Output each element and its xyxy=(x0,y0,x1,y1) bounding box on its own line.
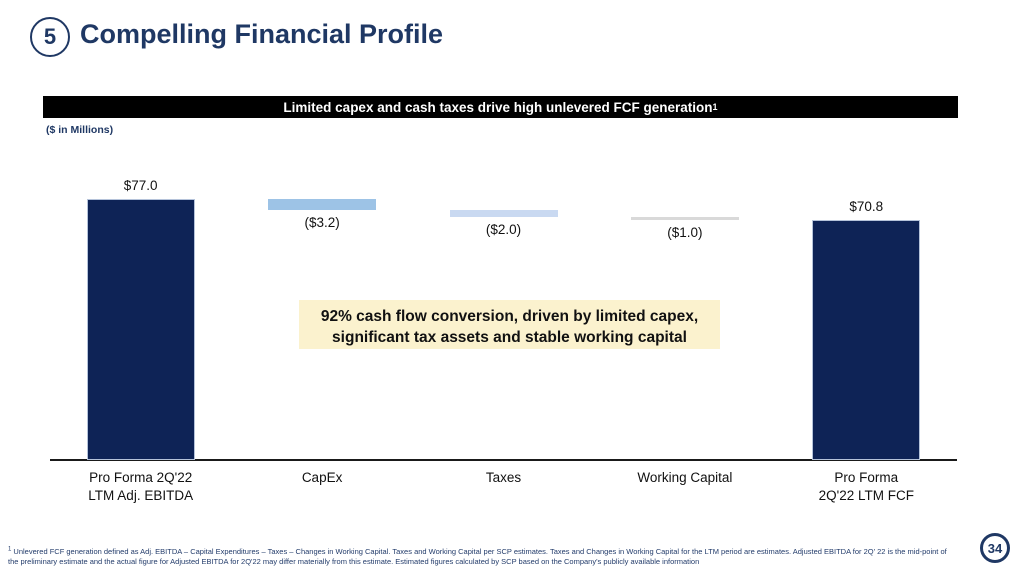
waterfall-bar xyxy=(449,209,558,217)
waterfall-bar xyxy=(630,216,739,220)
category-label-line: Pro Forma xyxy=(834,470,899,485)
category-label: Working Capital xyxy=(594,469,775,487)
category-label-line: Taxes xyxy=(485,470,522,485)
units-label: ($ in Millions) xyxy=(46,124,114,136)
page-title: Compelling Financial Profile xyxy=(80,19,444,49)
category-label-line: Pro Forma 2Q'22 xyxy=(89,470,193,485)
x-axis-line xyxy=(50,459,957,461)
page-number-badge: 34 xyxy=(980,533,1010,563)
page-number: 34 xyxy=(987,540,1003,556)
category-label-line: 2Q'22 LTM FCF xyxy=(818,488,914,504)
banner-text: Limited capex and cash taxes drive high … xyxy=(283,99,713,115)
waterfall-bar xyxy=(86,199,195,460)
waterfall-bar xyxy=(268,199,377,210)
data-label: ($1.0) xyxy=(667,225,703,240)
category-label-line: CapEx xyxy=(301,470,343,485)
category-label-line: Working Capital xyxy=(637,470,733,485)
data-label: $70.8 xyxy=(849,199,884,214)
slide-number-badge: 5 xyxy=(30,17,70,57)
data-label: ($3.2) xyxy=(304,214,340,230)
waterfall-bar xyxy=(812,220,921,460)
category-label: Taxes xyxy=(413,469,594,487)
category-label: Pro Forma 2Q'22 LTM Adj. EBITDA xyxy=(50,469,231,505)
footnote: 1 Unlevered FCF generation defined as Ad… xyxy=(8,547,956,567)
category-label-line: LTM Adj. EBITDA xyxy=(88,488,194,504)
slide-number: 5 xyxy=(43,24,57,49)
data-label: ($2.0) xyxy=(485,221,522,237)
footnote-superscript: 1 xyxy=(8,546,12,553)
data-label: $77.0 xyxy=(123,178,158,193)
callout-box: 92% cash flow conversion, driven by limi… xyxy=(299,300,720,349)
banner-headline: Limited capex and cash taxes drive high … xyxy=(43,96,958,118)
footnote-text: Unlevered FCF generation defined as Adj.… xyxy=(8,547,947,566)
callout-line-2: significant tax assets and stable workin… xyxy=(332,329,687,346)
category-label: CapEx xyxy=(231,469,412,487)
callout-line-1: 92% cash flow conversion, driven by limi… xyxy=(320,308,699,325)
category-label: Pro Forma 2Q'22 LTM FCF xyxy=(776,469,957,505)
